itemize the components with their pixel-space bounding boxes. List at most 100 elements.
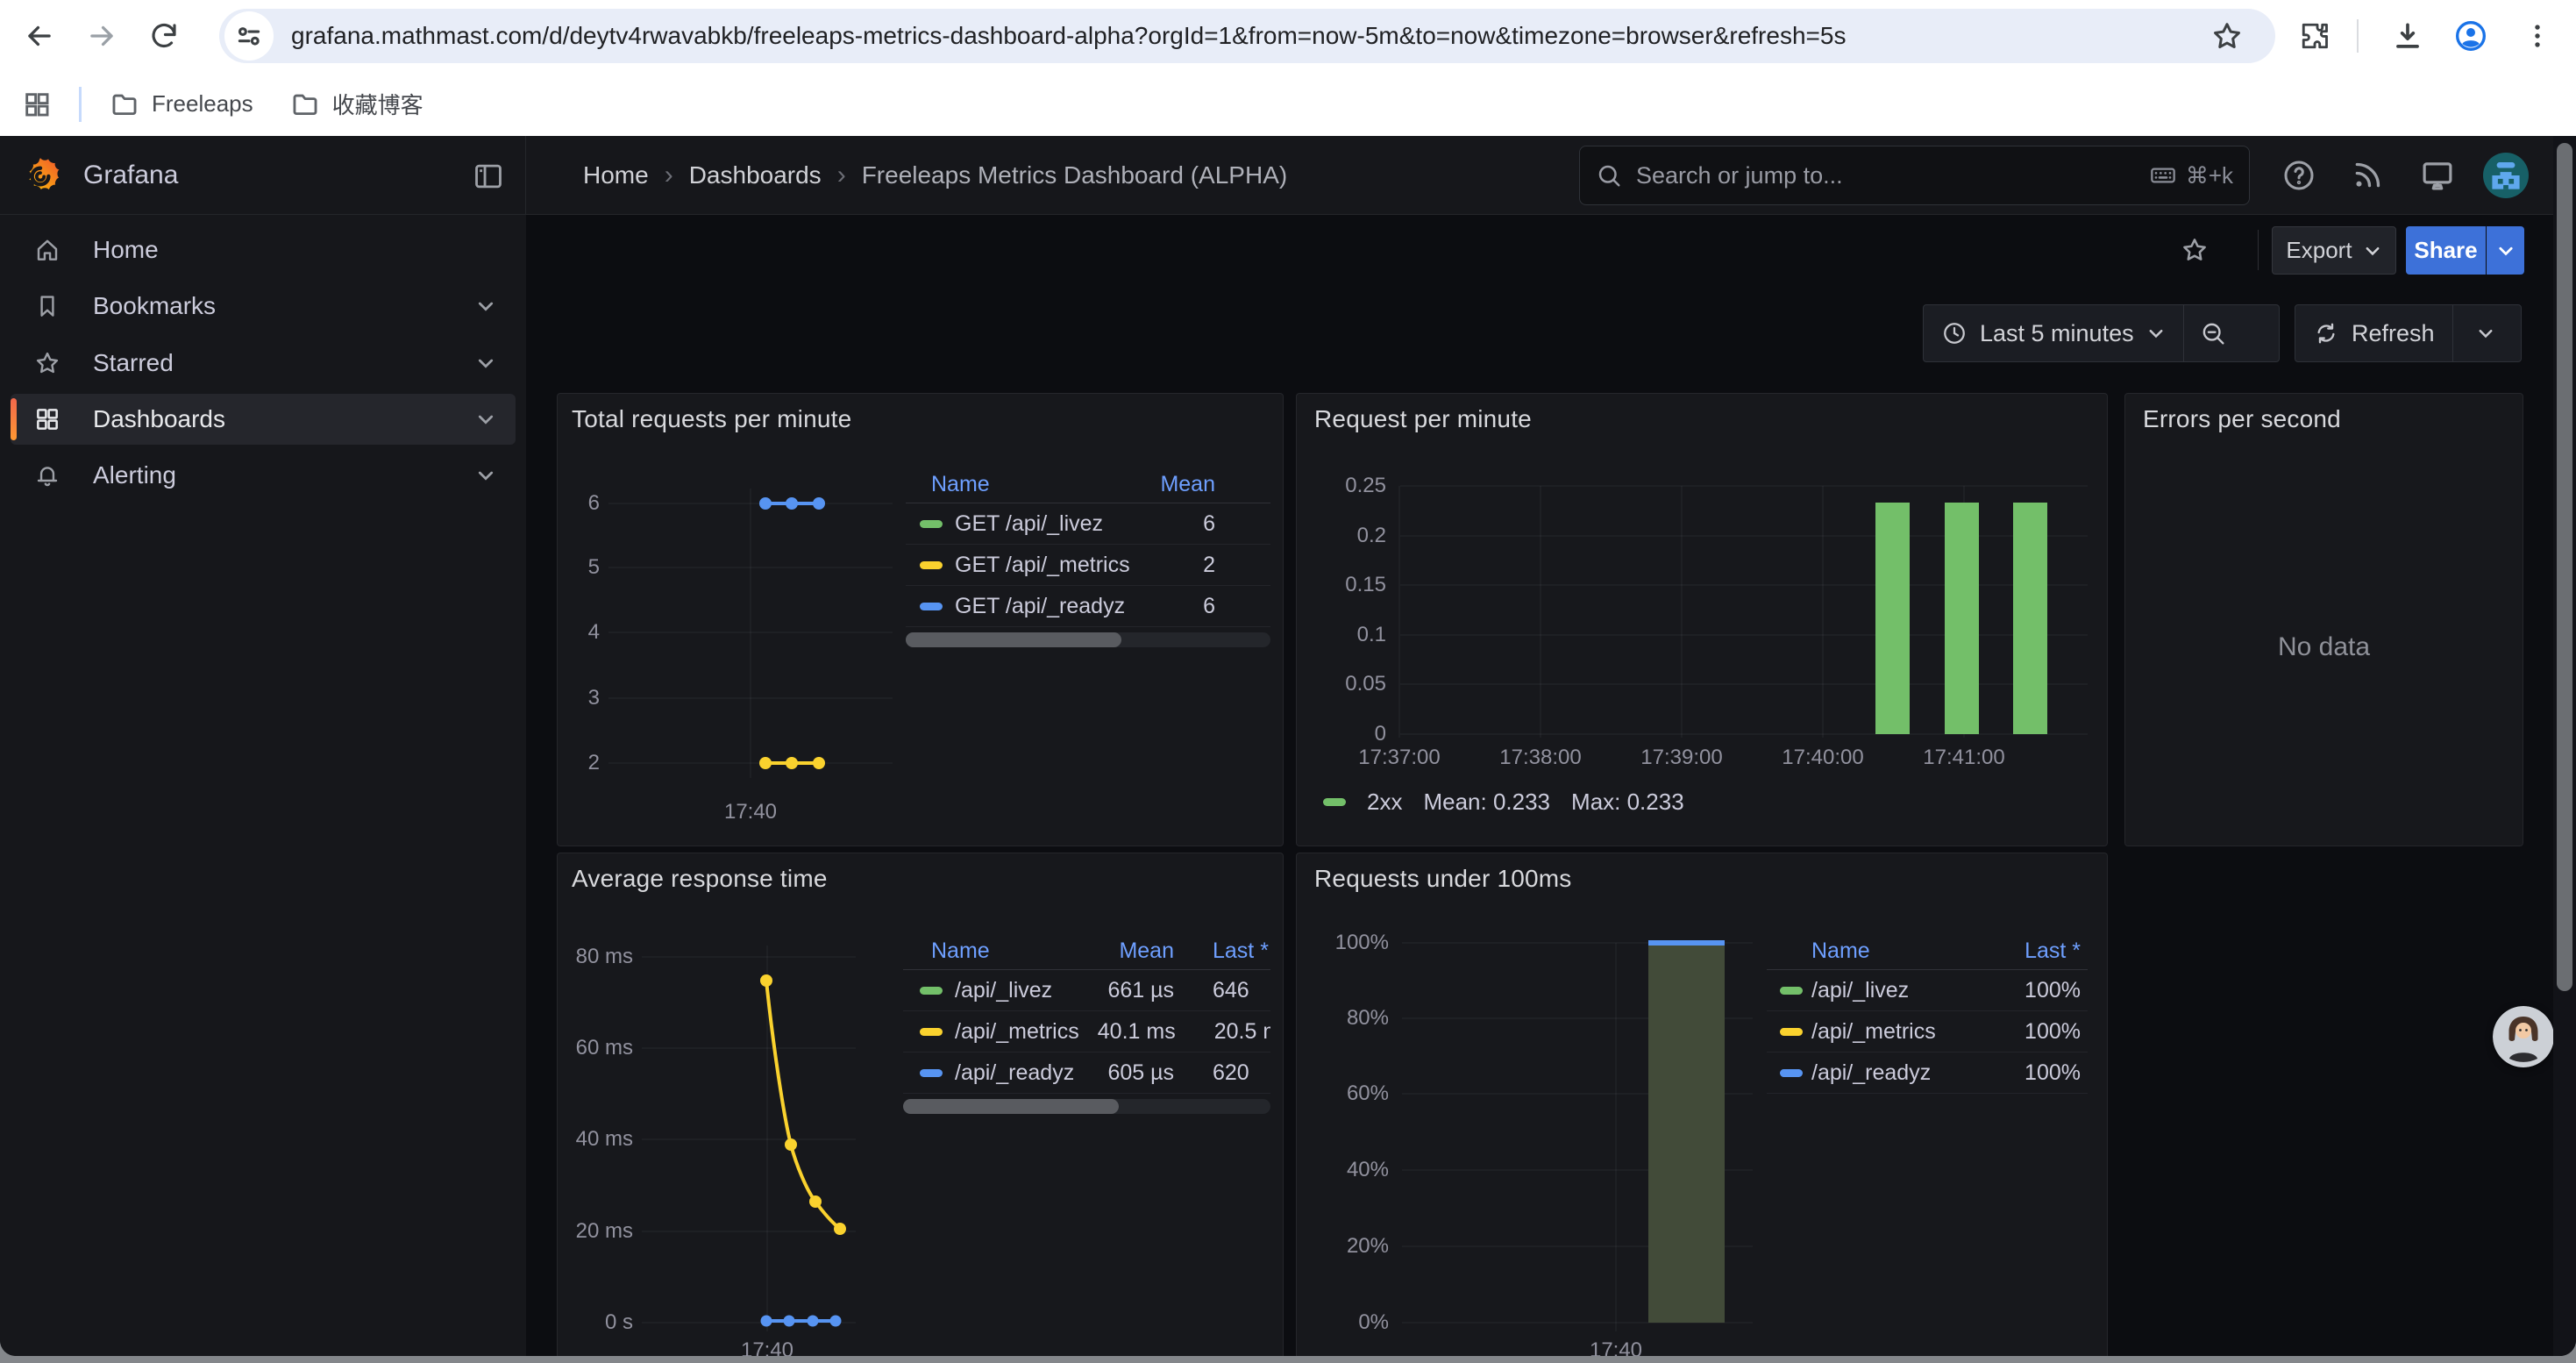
sidebar-item-label: Alerting <box>93 461 176 489</box>
series-last: 20.5 m <box>1176 1019 1270 1045</box>
clock-icon <box>1941 320 1968 346</box>
scrollbar-thumb[interactable] <box>2557 143 2572 991</box>
scrollbar-thumb[interactable] <box>906 632 1121 647</box>
sidebar-item-dashboards[interactable]: Dashboards <box>11 394 516 445</box>
address-bar[interactable]: grafana.mathmast.com/d/deytv4rwavabkb/fr… <box>219 9 2275 63</box>
apps-grid-icon[interactable] <box>12 80 61 129</box>
bookmark-folder-label: 收藏博客 <box>332 88 423 120</box>
sidebar-item-home[interactable]: Home <box>11 225 516 275</box>
sidebar-item-starred[interactable]: Starred <box>11 338 516 389</box>
sidebar-item-bookmarks[interactable]: Bookmarks <box>11 281 516 332</box>
share-dropdown-button[interactable] <box>2487 226 2524 275</box>
series-swatch-green <box>1323 798 1346 806</box>
refresh-interval-dropdown[interactable] <box>2453 305 2518 361</box>
share-button[interactable]: Share <box>2406 226 2486 275</box>
legend-scrollbar[interactable] <box>903 1099 1270 1114</box>
kiosk-monitor-icon[interactable] <box>2413 151 2462 200</box>
series-name[interactable]: /api/_livez <box>955 978 1052 1003</box>
menu-icon[interactable] <box>2513 11 2562 61</box>
zoom-out-button[interactable] <box>2184 305 2242 361</box>
bookmark-folder-blogs[interactable]: 收藏博客 <box>290 88 423 120</box>
extensions-icon[interactable] <box>2290 11 2339 61</box>
legend-row[interactable]: GET /api/_livez 6 <box>906 503 1270 545</box>
legend-row[interactable]: /api/_readyz 605 µs 620 <box>903 1053 1270 1094</box>
profile-icon[interactable] <box>2446 11 2495 61</box>
series-name[interactable]: GET /api/_livez <box>955 511 1103 537</box>
panel-requests-under-100ms[interactable]: Requests under 100ms 100% 80% 60% 40% 20… <box>1296 853 2108 1356</box>
panel-errors-per-second[interactable]: Errors per second No data <box>2124 393 2523 846</box>
legend-row[interactable]: GET /api/_readyz 6 <box>906 586 1270 627</box>
breadcrumb-dashboards[interactable]: Dashboards <box>689 161 822 189</box>
legend-row[interactable]: GET /api/_metrics 2 <box>906 545 1270 586</box>
column-name[interactable]: Name <box>931 472 990 497</box>
series-max: Max: 0.233 <box>1571 789 1684 816</box>
legend-row[interactable]: /api/_livez 661 µs 646 <box>903 970 1270 1011</box>
column-name[interactable]: Name <box>931 938 990 964</box>
bookmark-folder-freeleaps[interactable]: Freeleaps <box>110 89 253 119</box>
chevron-down-icon[interactable] <box>475 409 496 430</box>
help-icon[interactable] <box>2274 151 2323 200</box>
panel-avg-response-time[interactable]: Average response time 80 ms 60 ms 40 ms … <box>557 853 1284 1356</box>
series-name[interactable]: /api/_metrics <box>1811 1019 1936 1045</box>
forward-icon[interactable] <box>77 11 126 61</box>
series-name[interactable]: /api/_readyz <box>1811 1060 1931 1086</box>
series-name[interactable]: /api/_readyz <box>955 1060 1074 1086</box>
panel-total-requests[interactable]: Total requests per minute 6 5 4 3 2 17:4… <box>557 393 1284 846</box>
chevron-down-icon[interactable] <box>475 353 496 374</box>
panel-title[interactable]: Errors per second <box>2143 405 2341 433</box>
series-last: 620 <box>1174 1060 1270 1086</box>
export-button[interactable]: Export <box>2272 226 2396 275</box>
column-last[interactable]: Last * <box>2025 938 2081 964</box>
legend-row[interactable]: /api/_readyz 100% <box>1767 1053 2088 1094</box>
breadcrumb-home[interactable]: Home <box>583 161 649 189</box>
column-mean[interactable]: Mean <box>1078 938 1174 964</box>
series-name[interactable]: 2xx <box>1367 789 1402 816</box>
legend-row[interactable]: /api/_livez 100% <box>1767 970 2088 1011</box>
site-settings-icon[interactable] <box>224 11 274 61</box>
series-swatch-blue <box>920 1069 943 1077</box>
y-tick: 60% <box>1300 1081 1389 1107</box>
url-text[interactable]: grafana.mathmast.com/d/deytv4rwavabkb/fr… <box>291 22 1846 50</box>
legend-row[interactable]: /api/_metrics 100% <box>1767 1011 2088 1053</box>
series-name[interactable]: GET /api/_metrics <box>955 553 1130 578</box>
series-name[interactable]: /api/_metrics <box>955 1019 1079 1045</box>
x-tick: 17:38:00 <box>1484 745 1598 771</box>
download-icon[interactable] <box>2383 11 2432 61</box>
bookmark-star-icon[interactable] <box>2202 11 2252 61</box>
scrollbar-thumb[interactable] <box>903 1099 1119 1114</box>
column-name[interactable]: Name <box>1811 938 1870 964</box>
search-input[interactable]: Search or jump to... ⌘+k <box>1579 146 2250 205</box>
refresh-button[interactable]: Refresh <box>2295 305 2452 361</box>
chevron-down-icon[interactable] <box>475 465 496 486</box>
floating-avatar[interactable] <box>2493 1006 2554 1067</box>
reload-icon[interactable] <box>139 11 189 61</box>
column-mean[interactable]: Mean <box>1160 472 1215 497</box>
panel-request-per-minute[interactable]: Request per minute 0.25 0.2 0.15 0.1 0.0… <box>1296 393 2108 846</box>
y-tick: 0.25 <box>1300 473 1386 499</box>
news-rss-icon[interactable] <box>2343 151 2392 200</box>
column-last[interactable]: Last * <box>1174 938 1270 964</box>
series-mean: 661 µs <box>1078 978 1174 1003</box>
legend-scrollbar[interactable] <box>906 632 1270 647</box>
series-name[interactable]: /api/_livez <box>1811 978 1909 1003</box>
legend-row[interactable]: /api/_metrics 40.1 ms 20.5 m <box>903 1011 1270 1053</box>
x-tick: 17:40:00 <box>1766 745 1880 771</box>
sidebar-item-alerting[interactable]: Alerting <box>11 450 516 501</box>
vertical-scrollbar[interactable] <box>2553 136 2576 1356</box>
chevron-down-icon <box>2476 324 2495 343</box>
breadcrumb-separator: › <box>665 161 673 190</box>
user-avatar[interactable] <box>2483 153 2529 198</box>
grafana-logo[interactable] <box>21 157 60 196</box>
time-range-button[interactable]: Last 5 minutes <box>1924 305 2183 361</box>
series-swatch-yellow <box>1780 1028 1803 1036</box>
keyboard-icon <box>2149 161 2177 189</box>
y-tick: 20 ms <box>561 1218 633 1245</box>
series-swatch-blue <box>1780 1069 1803 1077</box>
brand-title[interactable]: Grafana <box>83 136 178 215</box>
sidebar-toggle-icon[interactable] <box>472 160 505 193</box>
chevron-down-icon[interactable] <box>475 296 496 317</box>
series-mean: 40.1 ms <box>1079 1019 1176 1045</box>
favorite-dashboard-star-icon[interactable] <box>2180 235 2210 265</box>
back-icon[interactable] <box>15 11 64 61</box>
series-name[interactable]: GET /api/_readyz <box>955 594 1125 619</box>
